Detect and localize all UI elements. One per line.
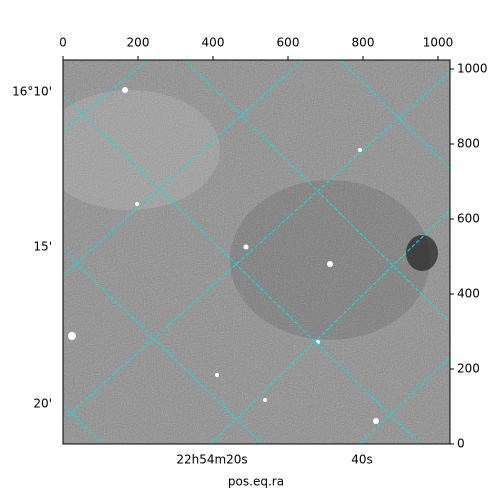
x-axis-label: pos.eq.ra (228, 475, 284, 489)
x-tick-label: 400 (202, 36, 225, 50)
sky-image (63, 60, 450, 444)
x-tick-label: 800 (352, 36, 375, 50)
y-tick-label: 400 (457, 287, 480, 301)
x-tick-label: 1000 (423, 36, 454, 50)
y-tick-label: 600 (457, 212, 480, 226)
coordinate-grid (63, 60, 450, 444)
dec-tick-label: 15' (33, 240, 52, 254)
dec-tick-label: 16°10' (12, 85, 52, 99)
y-tick-label: 0 (457, 437, 465, 451)
ra-tick-label: 22h54m20s (176, 453, 247, 467)
x-tick-label: 600 (277, 36, 300, 50)
axes-frame (62, 59, 451, 445)
y-tick-label: 800 (457, 137, 480, 151)
ra-tick-label: 40s (351, 453, 373, 467)
x-tick-label: 200 (127, 36, 150, 50)
x-tick-label: 0 (59, 36, 67, 50)
dec-tick-label: 20' (33, 397, 52, 411)
y-tick-label: 200 (457, 362, 480, 376)
y-tick-label: 1000 (457, 62, 488, 76)
